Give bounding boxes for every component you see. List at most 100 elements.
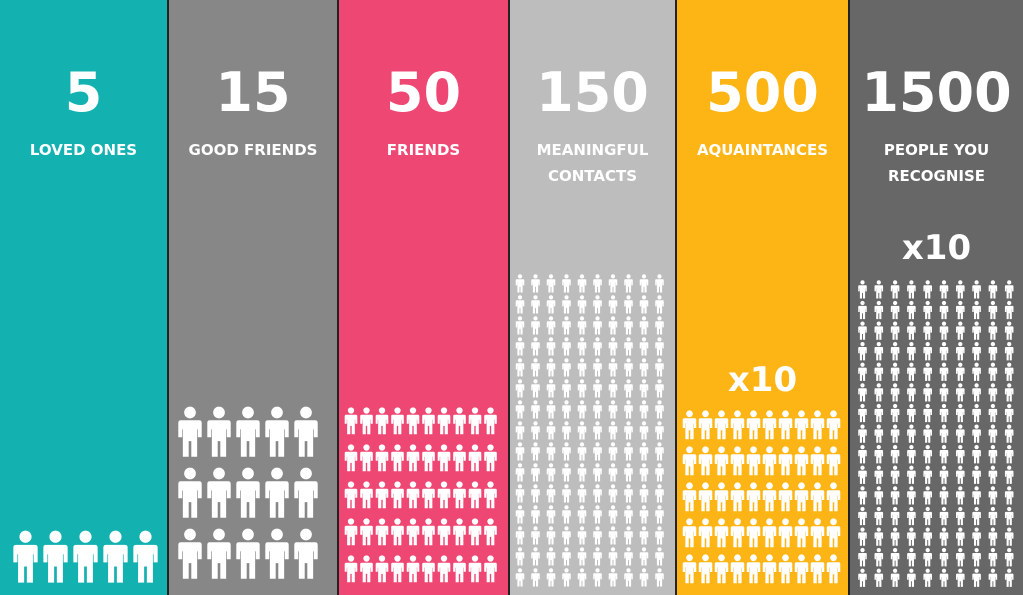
person-icon (531, 505, 540, 524)
person-icon (639, 526, 649, 545)
person-icon (907, 548, 916, 567)
people-icons (344, 407, 497, 583)
person-icon (1004, 527, 1014, 546)
person-icon (515, 526, 525, 545)
person-icon (531, 316, 540, 335)
people-icons (13, 530, 158, 583)
person-icon (437, 481, 451, 509)
person-icon (939, 403, 949, 423)
person-icon (593, 358, 602, 377)
person-icon (874, 403, 884, 423)
person-icon (531, 379, 540, 398)
person-icon (988, 383, 998, 402)
person-icon (624, 379, 633, 398)
person-icon (406, 444, 420, 472)
person-icon (468, 481, 482, 509)
person-icon (1004, 321, 1014, 340)
person-icon (484, 481, 497, 509)
person-icon (972, 548, 981, 567)
person-icon (484, 555, 497, 583)
person-icon (890, 445, 900, 464)
person-icon (422, 518, 435, 546)
person-icon (546, 274, 556, 293)
person-icon (655, 526, 664, 545)
person-icon (375, 518, 389, 546)
person-icon (923, 362, 932, 381)
person-icon (593, 379, 602, 398)
person-icon (826, 554, 841, 584)
person-icon (562, 568, 571, 587)
person-icon (178, 406, 202, 457)
person-icon (577, 568, 587, 587)
person-icon (639, 568, 649, 587)
person-icon (907, 486, 916, 505)
person-icon (406, 481, 420, 509)
person-icon (988, 445, 998, 464)
person-icon (810, 410, 825, 440)
person-icon (639, 337, 649, 356)
person-icon (655, 316, 664, 335)
person-icon (988, 300, 998, 320)
person-icon (639, 274, 649, 293)
person-icon (515, 358, 525, 377)
person-icon (874, 465, 884, 484)
person-icon (714, 482, 729, 512)
label: PEOPLE YOU RECOGNISE (883, 141, 990, 185)
person-icon (655, 484, 664, 503)
person-icon (655, 274, 664, 293)
person-icon (608, 274, 618, 293)
person-icon (546, 379, 556, 398)
person-icon (858, 486, 867, 505)
person-icon (714, 518, 729, 548)
person-icon (593, 568, 602, 587)
person-icon (608, 379, 618, 398)
person-icon (907, 321, 916, 340)
column: 5 LOVED ONES (0, 0, 167, 595)
person-icon (562, 463, 571, 482)
person-icon (956, 548, 965, 567)
person-icon (939, 362, 949, 381)
person-icon (923, 383, 932, 402)
person-icon (593, 463, 602, 482)
person-icon (593, 505, 602, 524)
multiplier: x10 (727, 360, 798, 400)
person-icon (406, 407, 420, 435)
person-icon (698, 554, 713, 584)
person-icon (923, 403, 932, 423)
person-icon (890, 506, 900, 526)
person-icon (468, 518, 482, 546)
person-icon (874, 362, 884, 381)
person-icon (344, 481, 358, 509)
person-icon (624, 484, 633, 503)
person-icon (907, 506, 916, 526)
person-icon (453, 555, 466, 583)
person-icon (939, 465, 949, 484)
label: LOVED ONES (29, 141, 138, 159)
person-icon (624, 421, 633, 440)
person-icon (972, 342, 981, 361)
person-icon (562, 484, 571, 503)
person-icon (890, 342, 900, 361)
person-icon (655, 463, 664, 482)
person-icon (1004, 568, 1014, 587)
person-icon (682, 410, 697, 440)
person-icon (826, 518, 841, 548)
person-icon (890, 321, 900, 340)
person-icon (810, 482, 825, 512)
person-icon (639, 295, 649, 314)
person-icon (608, 442, 618, 461)
person-icon (422, 555, 435, 583)
person-icon (484, 518, 497, 546)
person-icon (698, 518, 713, 548)
person-icon (391, 555, 404, 583)
person-icon (577, 442, 587, 461)
person-icon (437, 444, 451, 472)
person-icon (593, 442, 602, 461)
column: 150 MEANINGFUL CONTACTS (510, 0, 675, 595)
person-icon (515, 547, 525, 566)
person-icon (890, 548, 900, 567)
person-icon (422, 481, 435, 509)
label: AQUAINTANCES (696, 141, 829, 159)
person-icon (655, 442, 664, 461)
person-icon (391, 481, 404, 509)
